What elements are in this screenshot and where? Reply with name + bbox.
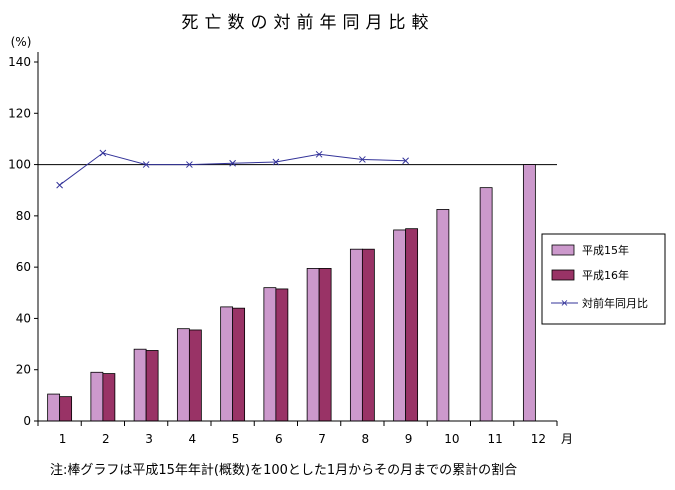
y-tick-label: 20 — [16, 363, 31, 377]
legend-label-h16: 平成16年 — [582, 268, 629, 282]
y-tick-label: 0 — [23, 414, 31, 428]
x-tick-label: 7 — [318, 432, 326, 446]
y-axis-label: (%) — [11, 35, 32, 49]
bar-h16 — [188, 329, 202, 422]
legend-swatch-h15 — [551, 244, 575, 256]
bar-h16 — [145, 350, 159, 422]
marker-ratio — [272, 158, 280, 166]
y-tick-label: 120 — [8, 106, 31, 120]
y-tick-label: 80 — [16, 209, 31, 223]
marker-ratio — [402, 157, 409, 165]
x-tick-label: 11 — [487, 432, 502, 446]
marker-ratio — [315, 150, 323, 158]
x-tick-label: 2 — [102, 432, 110, 446]
chart-title: 死亡数の対前年同月比較 — [182, 13, 435, 33]
legend: 平成15年 平成16年 × 対前年同月比 — [541, 233, 666, 325]
bar-h15 — [349, 248, 363, 422]
y-tick-label: 100 — [8, 158, 31, 172]
bar-h15 — [47, 393, 61, 422]
marker-ratio — [186, 161, 193, 168]
marker-ratio — [56, 181, 63, 189]
bar-h15 — [479, 187, 493, 422]
bar-h15 — [90, 371, 104, 422]
bar-h16 — [405, 228, 419, 422]
x-tick-label: 10 — [444, 432, 459, 446]
bar-h16 — [318, 268, 332, 422]
bar-h15 — [306, 268, 320, 422]
bar-h15 — [263, 287, 277, 422]
bar-h15 — [436, 209, 450, 422]
bar-h16 — [102, 373, 116, 422]
chart-note: 注:棒グラフは平成15年年計(概数)を100とした1月からその月までの累計の割合 — [50, 462, 517, 478]
x-tick-label: 5 — [232, 432, 240, 446]
bar-h16 — [232, 307, 246, 422]
marker-ratio — [229, 159, 236, 167]
bar-h16 — [59, 396, 73, 422]
marker-ratio — [99, 149, 107, 157]
x-axis-label: 月 — [561, 432, 573, 446]
x-tick-label: 9 — [405, 432, 413, 446]
legend-marker-ratio: × — [560, 298, 568, 309]
y-tick-label: 40 — [16, 311, 31, 325]
x-tick-label: 4 — [189, 432, 197, 446]
legend-label-ratio: 対前年同月比 — [582, 296, 648, 310]
y-tick-label: 140 — [8, 55, 31, 69]
x-tick-label: 3 — [145, 432, 153, 446]
bar-h16 — [361, 248, 375, 422]
bar-h15 — [133, 348, 147, 422]
bar-h15 — [176, 328, 190, 422]
legend-swatch-h16 — [551, 269, 575, 281]
y-tick-label: 60 — [16, 260, 31, 274]
x-tick-label: 8 — [362, 432, 370, 446]
x-tick-label: 6 — [275, 432, 283, 446]
legend-label-h15: 平成15年 — [582, 243, 629, 257]
bar-h15 — [220, 306, 234, 422]
bar-h15 — [522, 164, 536, 422]
line-ratio — [59, 152, 406, 186]
x-tick-label: 12 — [531, 432, 546, 446]
x-tick-label: 1 — [59, 432, 67, 446]
marker-ratio — [359, 156, 366, 163]
marker-ratio — [142, 161, 150, 168]
bar-h16 — [275, 288, 289, 422]
bar-h15 — [393, 229, 407, 422]
